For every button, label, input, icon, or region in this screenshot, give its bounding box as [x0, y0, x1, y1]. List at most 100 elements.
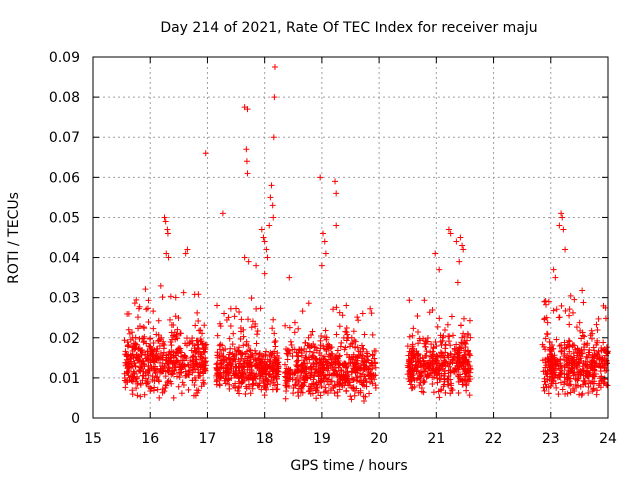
data-point — [164, 367, 171, 374]
data-point — [420, 389, 427, 396]
axis-ticks: 15 16 17 18 19 20 21 22 23 24 0 0.01 0.02 0.03 0.04 0.0… — [49, 50, 617, 447]
data-point — [566, 306, 573, 313]
data-point — [194, 309, 201, 316]
data-point — [287, 338, 294, 345]
data-point — [225, 354, 232, 361]
data-point — [590, 344, 597, 351]
data-point — [150, 308, 157, 315]
data-point — [124, 365, 131, 372]
data-point — [152, 369, 159, 376]
y-tick-label: 0.03 — [49, 291, 80, 307]
data-point — [550, 266, 557, 273]
data-point — [286, 274, 293, 281]
data-point — [188, 337, 195, 344]
data-point — [173, 333, 180, 340]
data-point — [142, 380, 149, 387]
data-point — [284, 356, 291, 363]
data-point — [317, 174, 324, 181]
data-point — [434, 323, 441, 330]
data-point — [603, 344, 610, 351]
data-point — [350, 376, 357, 383]
data-point — [148, 385, 155, 392]
data-point — [228, 365, 235, 372]
data-point — [125, 326, 132, 333]
data-point — [408, 349, 415, 356]
data-point — [579, 329, 586, 336]
data-point — [154, 373, 161, 380]
x-tick-label: 17 — [199, 431, 217, 447]
data-point — [564, 390, 571, 397]
data-point — [226, 349, 233, 356]
data-point — [565, 367, 572, 374]
data-point — [350, 328, 357, 335]
data-point — [544, 331, 551, 338]
data-point — [589, 357, 596, 364]
data-point — [327, 353, 334, 360]
data-point — [182, 362, 189, 369]
data-point — [546, 373, 553, 380]
data-point — [217, 341, 224, 348]
data-point — [447, 230, 454, 237]
data-point — [286, 383, 293, 390]
data-point — [177, 330, 184, 337]
data-point — [571, 296, 578, 303]
data-point — [348, 396, 355, 403]
data-point — [455, 373, 462, 380]
data-point — [426, 357, 433, 364]
data-point — [557, 360, 564, 367]
data-point — [159, 368, 166, 375]
data-point — [585, 383, 592, 390]
data-point — [125, 360, 132, 367]
data-point — [261, 392, 268, 399]
chart-title: Day 214 of 2021, Rate Of TEC Index for r… — [160, 20, 537, 36]
data-point — [593, 391, 600, 398]
data-point — [336, 353, 343, 360]
data-point — [548, 360, 555, 367]
data-point — [458, 345, 465, 352]
data-point — [227, 305, 234, 312]
data-point — [448, 313, 455, 320]
data-point — [408, 371, 415, 378]
data-point — [301, 379, 308, 386]
data-point — [409, 332, 416, 339]
data-point — [127, 336, 134, 343]
data-point — [175, 383, 182, 390]
data-point — [343, 302, 350, 309]
data-point — [406, 378, 413, 385]
data-point — [214, 302, 221, 309]
data-point — [456, 258, 463, 265]
y-tick-label: 0.05 — [49, 210, 80, 226]
data-point — [183, 335, 190, 342]
data-point — [330, 306, 337, 313]
data-point — [274, 381, 281, 388]
data-point — [292, 377, 299, 384]
data-point — [361, 358, 368, 365]
data-point — [301, 345, 308, 352]
y-tick-label: 0.08 — [49, 90, 80, 106]
data-point — [310, 376, 317, 383]
data-point — [463, 382, 470, 389]
data-point — [229, 341, 236, 348]
data-point — [231, 313, 238, 320]
data-point — [434, 379, 441, 386]
data-point — [295, 367, 302, 374]
data-point — [567, 389, 574, 396]
data-point — [125, 343, 132, 350]
data-point — [541, 316, 548, 323]
data-point — [291, 329, 298, 336]
data-point — [271, 382, 278, 389]
data-point — [287, 370, 294, 377]
data-point — [433, 371, 440, 378]
data-point — [348, 340, 355, 347]
data-point — [371, 355, 378, 362]
data-point — [456, 358, 463, 365]
data-point — [283, 388, 290, 395]
data-point — [428, 341, 435, 348]
data-point — [247, 372, 254, 379]
data-point — [333, 222, 340, 229]
data-point — [547, 383, 554, 390]
data-point — [462, 376, 469, 383]
data-point — [343, 376, 350, 383]
data-point — [190, 392, 197, 399]
data-point — [252, 323, 259, 330]
